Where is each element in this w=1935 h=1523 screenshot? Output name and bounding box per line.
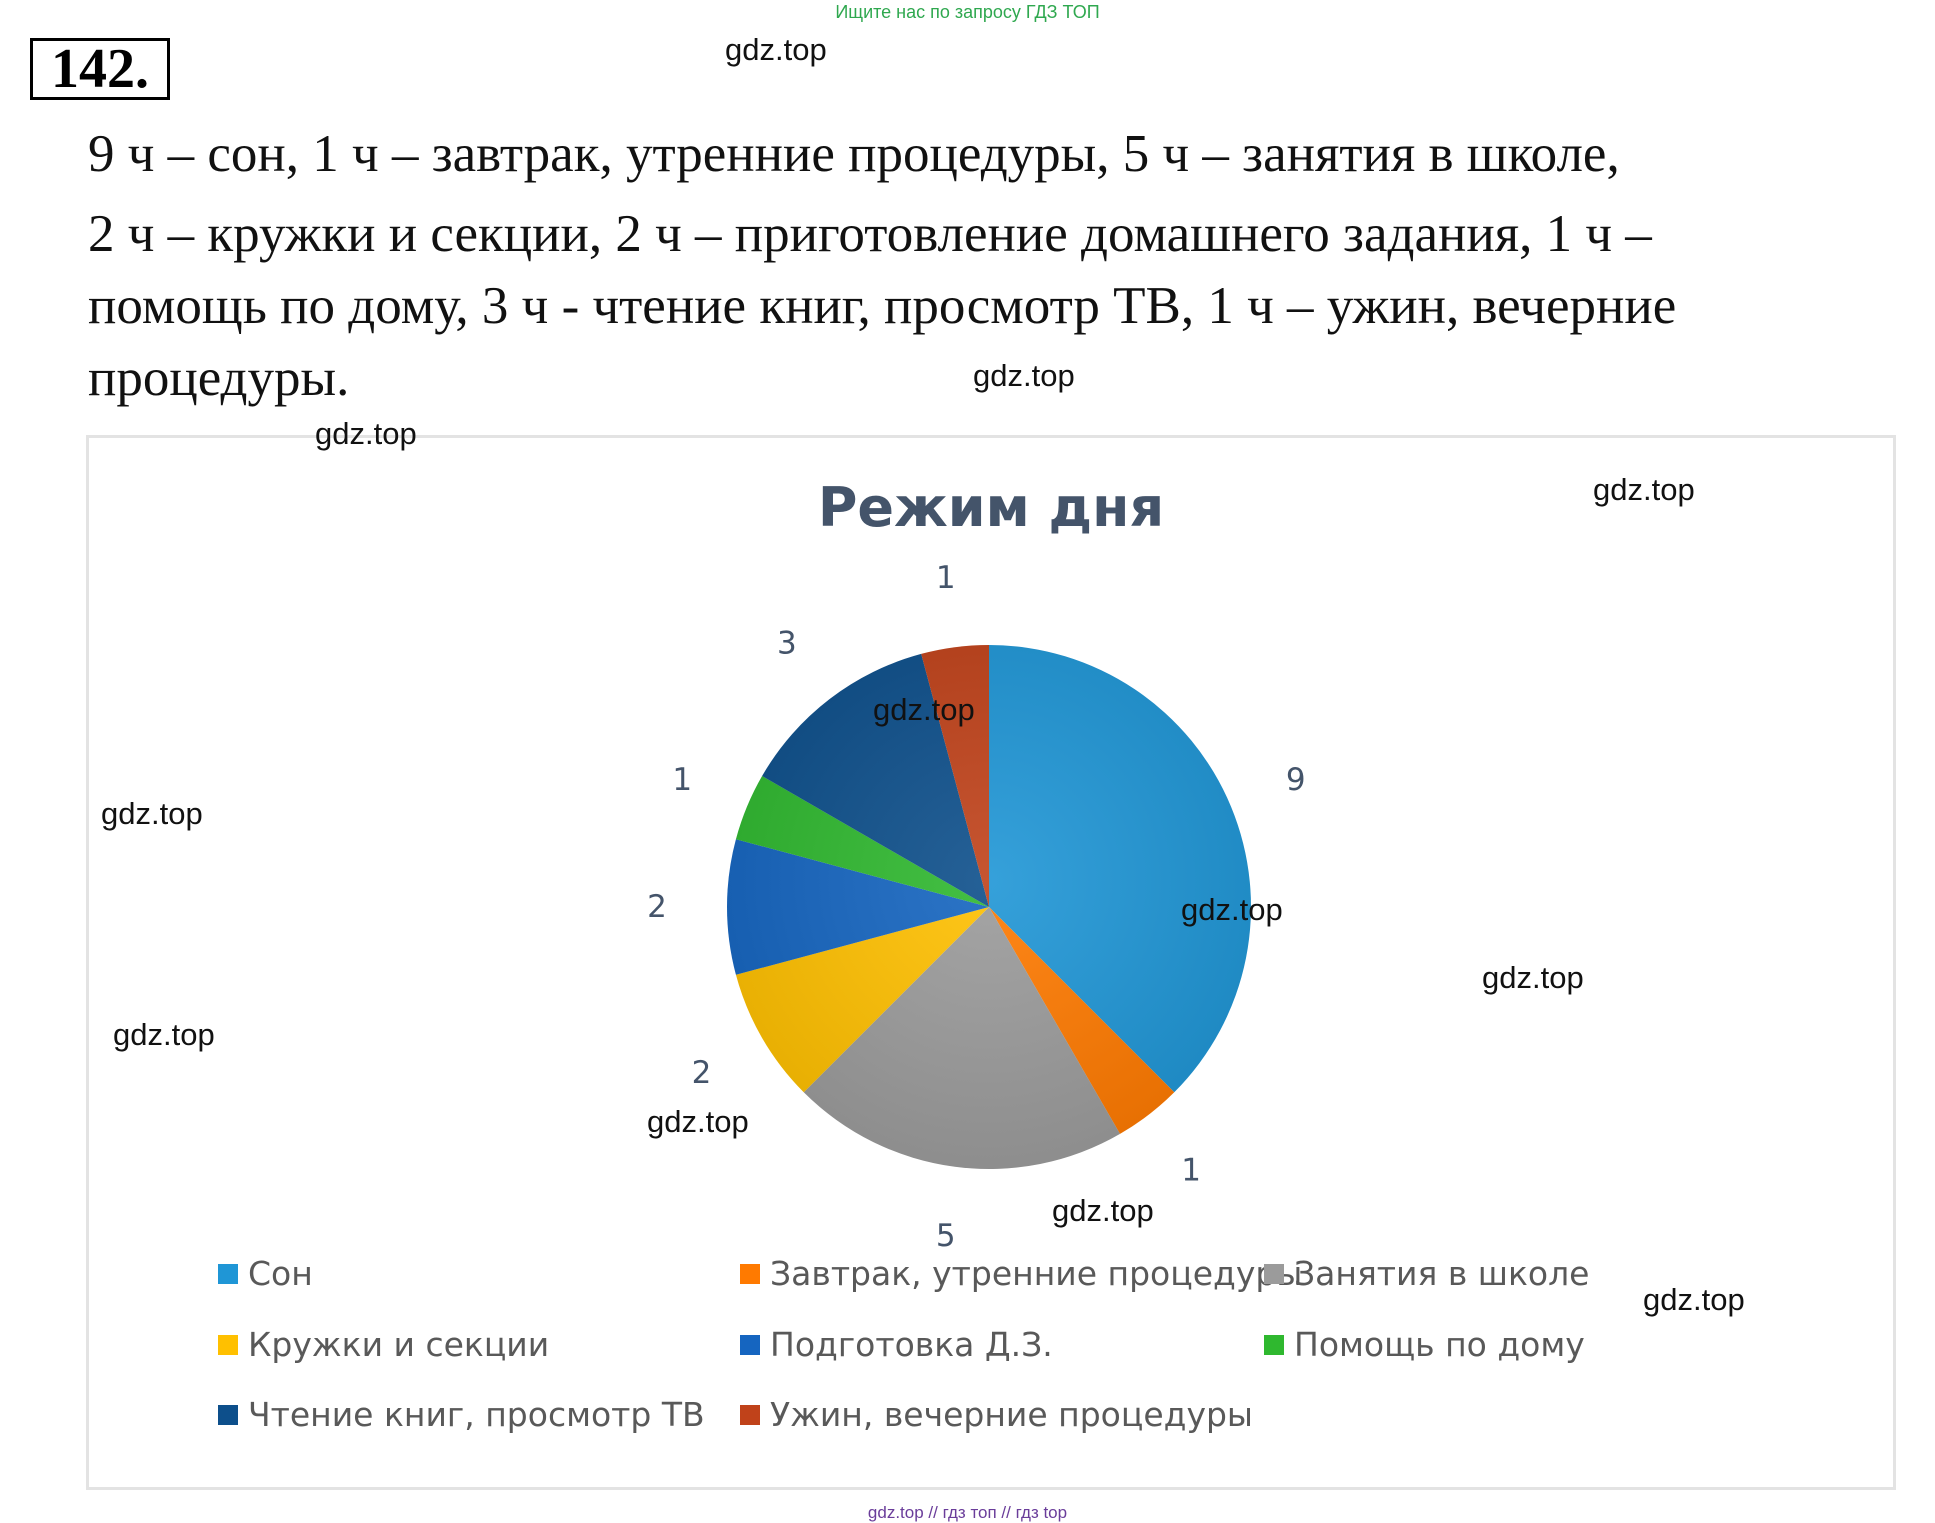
watermark: gdz.top <box>1593 472 1695 507</box>
footer-links: gdz.top // гдз топ // гдз top <box>867 1503 1068 1522</box>
legend-label: Завтрак, утренние процедуры <box>770 1254 1303 1293</box>
data-label: 1 <box>1181 1152 1201 1188</box>
watermark: gdz.top <box>315 416 417 451</box>
task-line: 2 ч – кружки и секции, 2 ч – приготовлен… <box>88 205 1652 263</box>
watermark: gdz.top <box>1052 1193 1154 1228</box>
watermark: gdz.top <box>647 1104 749 1139</box>
legend-swatch <box>218 1404 238 1425</box>
legend-label: Подготовка Д.З. <box>770 1325 1053 1364</box>
data-label: 3 <box>777 626 797 662</box>
legend-label: Помощь по дому <box>1294 1325 1585 1364</box>
legend-swatch <box>218 1263 238 1284</box>
legend-item: Подготовка Д.З. <box>740 1325 1053 1364</box>
watermark: gdz.top <box>1482 960 1584 995</box>
data-label: 2 <box>692 1055 712 1091</box>
data-label: 2 <box>647 889 667 925</box>
legend-item: Помощь по дому <box>1264 1325 1585 1364</box>
data-label: 1 <box>936 560 956 596</box>
legend-label: Сон <box>248 1254 313 1293</box>
watermark: gdz.top <box>113 1017 215 1052</box>
chart-title: Режим дня <box>817 476 1165 539</box>
legend-item: Завтрак, утренние процедуры <box>740 1254 1302 1293</box>
task-line: помощь по дому, 3 ч - чтение книг, просм… <box>88 277 1677 335</box>
legend-item: Ужин, вечерние процедуры <box>740 1395 1253 1434</box>
watermark: gdz.top <box>973 358 1075 393</box>
watermark: gdz.top <box>725 32 827 67</box>
legend-swatch <box>1264 1263 1284 1284</box>
legend-item: Занятия в школе <box>1264 1254 1589 1293</box>
data-label: 9 <box>1286 762 1306 798</box>
legend-swatch <box>740 1263 760 1284</box>
legend-swatch <box>1264 1334 1284 1355</box>
legend-swatch <box>740 1334 760 1355</box>
task-line: 9 ч – сон, 1 ч – завтрак, утренние проце… <box>88 125 1620 183</box>
legend-label: Занятия в школе <box>1294 1254 1590 1293</box>
task-line: процедуры. <box>88 349 350 407</box>
watermark: gdz.top <box>101 796 203 831</box>
data-label: 5 <box>936 1218 956 1254</box>
data-label: 1 <box>672 762 692 798</box>
watermark: gdz.top <box>1181 892 1283 927</box>
legend-item: Кружки и секции <box>218 1325 549 1364</box>
legend-swatch <box>740 1404 760 1425</box>
legend-swatch <box>218 1334 238 1355</box>
legend-label: Чтение книг, просмотр ТВ <box>248 1395 705 1434</box>
legend-label: Ужин, вечерние процедуры <box>770 1395 1253 1434</box>
watermark: gdz.top <box>1643 1282 1745 1317</box>
legend-item: Сон <box>218 1254 313 1293</box>
watermark: gdz.top <box>873 692 975 727</box>
task-text: 9 ч – сон, 1 ч – завтрак, утренние проце… <box>88 118 1888 414</box>
legend-item: Чтение книг, просмотр ТВ <box>218 1395 705 1434</box>
legend-label: Кружки и секции <box>248 1325 550 1364</box>
task-number: 142. <box>30 38 170 100</box>
top-banner: Ищите нас по запросу ГДЗ ТОП <box>835 2 1100 22</box>
